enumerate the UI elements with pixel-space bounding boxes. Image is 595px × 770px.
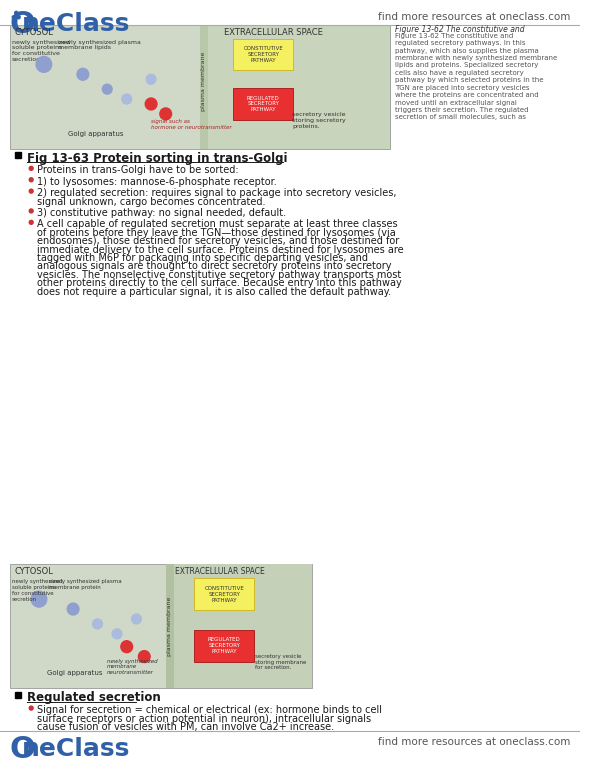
FancyBboxPatch shape xyxy=(194,578,255,610)
Text: find more resources at oneclass.com: find more resources at oneclass.com xyxy=(378,12,570,22)
Text: immediate delivery to the cell surface. Proteins destined for lysosomes are: immediate delivery to the cell surface. … xyxy=(37,245,403,255)
Circle shape xyxy=(112,629,122,639)
Text: vesicles. The nonselective constitutive secretory pathway transports most: vesicles. The nonselective constitutive … xyxy=(37,270,401,280)
Circle shape xyxy=(29,178,33,182)
Circle shape xyxy=(102,84,112,94)
Text: newly synthesized
soluble proteins
for constitutive
secretion: newly synthesized soluble proteins for c… xyxy=(12,39,70,62)
Text: surface receptors or action potential in neuron), intracellular signals: surface receptors or action potential in… xyxy=(37,714,371,724)
Circle shape xyxy=(29,706,33,710)
Text: O: O xyxy=(10,735,36,764)
Text: endosomes), those destined for secretory vesicles, and those destined for: endosomes), those destined for secretory… xyxy=(37,236,399,246)
Text: Signal for secretion = chemical or electrical (ex: hormone binds to cell: Signal for secretion = chemical or elect… xyxy=(37,705,382,715)
Circle shape xyxy=(77,69,89,80)
Circle shape xyxy=(146,74,156,84)
Text: pathway, which also supplies the plasma: pathway, which also supplies the plasma xyxy=(395,48,538,54)
Text: 3) constitutive pathway: no signal needed, default.: 3) constitutive pathway: no signal neede… xyxy=(37,208,286,218)
Text: Golgi apparatus: Golgi apparatus xyxy=(47,671,102,676)
Text: newly synthesized
membrane
neurotransmitter: newly synthesized membrane neurotransmit… xyxy=(107,658,158,675)
Text: where the proteins are concentrated and: where the proteins are concentrated and xyxy=(395,92,538,98)
Text: secretory vesicle
storing membrane
for secretion.: secretory vesicle storing membrane for s… xyxy=(255,654,307,671)
Circle shape xyxy=(31,591,47,607)
Circle shape xyxy=(131,614,142,624)
Circle shape xyxy=(29,220,33,224)
Text: Figure 13-62 The constitutive and: Figure 13-62 The constitutive and xyxy=(395,32,513,38)
Circle shape xyxy=(93,619,102,629)
Text: plasma membrane: plasma membrane xyxy=(201,52,206,112)
Circle shape xyxy=(122,94,131,104)
Text: signal unknown, cargo becomes concentrated.: signal unknown, cargo becomes concentrat… xyxy=(37,196,265,206)
Text: cells also have a regulated secretory: cells also have a regulated secretory xyxy=(395,70,524,75)
Text: Regulated secretion: Regulated secretion xyxy=(27,691,161,705)
Circle shape xyxy=(29,209,33,213)
FancyBboxPatch shape xyxy=(10,564,312,688)
Text: analogous signals are thought to direct secretory proteins into secretory: analogous signals are thought to direct … xyxy=(37,262,392,272)
Text: Proteins in trans-Golgi have to be sorted:: Proteins in trans-Golgi have to be sorte… xyxy=(37,166,239,176)
Text: newly synthesized plasma
membrane protein: newly synthesized plasma membrane protei… xyxy=(49,579,121,590)
Text: tagged with M6P for packaging into specific departing vesicles, and: tagged with M6P for packaging into speci… xyxy=(37,253,368,263)
Text: CYTOSOL: CYTOSOL xyxy=(15,28,54,37)
Circle shape xyxy=(139,651,150,662)
Circle shape xyxy=(36,56,52,72)
FancyBboxPatch shape xyxy=(10,25,390,149)
Text: secretion of small molecules, such as: secretion of small molecules, such as xyxy=(395,115,526,120)
Circle shape xyxy=(145,98,157,110)
Text: O: O xyxy=(10,10,36,39)
Text: neClass: neClass xyxy=(21,737,130,761)
Text: secretory vesicle
storing secretory
proteins.: secretory vesicle storing secretory prot… xyxy=(292,112,346,129)
Text: regulated secretory pathways. In this: regulated secretory pathways. In this xyxy=(395,40,525,46)
Text: ♣: ♣ xyxy=(10,10,22,24)
FancyBboxPatch shape xyxy=(200,25,208,149)
FancyBboxPatch shape xyxy=(166,564,174,688)
Text: 2) regulated secretion: requires signal to package into secretory vesicles,: 2) regulated secretion: requires signal … xyxy=(37,188,396,198)
Text: TGN are placed into secretory vesicles: TGN are placed into secretory vesicles xyxy=(395,85,530,91)
Text: Figure 13-62 The constitutive and: Figure 13-62 The constitutive and xyxy=(395,25,524,34)
Text: Golgi apparatus: Golgi apparatus xyxy=(68,131,124,136)
FancyBboxPatch shape xyxy=(194,630,255,661)
Text: EXTRACELLULAR SPACE: EXTRACELLULAR SPACE xyxy=(224,28,323,37)
Text: triggers their secretion. The regulated: triggers their secretion. The regulated xyxy=(395,107,528,113)
FancyBboxPatch shape xyxy=(233,38,293,70)
Text: A cell capable of regulated secretion must separate at least three classes: A cell capable of regulated secretion mu… xyxy=(37,219,397,229)
Circle shape xyxy=(29,166,33,170)
Text: find more resources at oneclass.com: find more resources at oneclass.com xyxy=(378,737,570,747)
Text: neClass: neClass xyxy=(21,12,130,36)
FancyBboxPatch shape xyxy=(171,564,312,688)
Text: signal such as
hormone or neurotransmitter: signal such as hormone or neurotransmitt… xyxy=(151,119,232,129)
FancyBboxPatch shape xyxy=(205,25,390,149)
Circle shape xyxy=(67,603,79,615)
Text: moved until an extracellular signal: moved until an extracellular signal xyxy=(395,99,516,105)
Text: CONSTITUTIVE
SECRETORY
PATHWAY: CONSTITUTIVE SECRETORY PATHWAY xyxy=(243,46,283,63)
Text: membrane with newly synthesized membrane: membrane with newly synthesized membrane xyxy=(395,55,557,61)
Text: of proteins before they leave the TGN—those destined for lysosomes (via: of proteins before they leave the TGN—th… xyxy=(37,228,396,238)
Text: plasma membrane: plasma membrane xyxy=(167,597,172,656)
Text: other proteins directly to the cell surface. Because entry into this pathway: other proteins directly to the cell surf… xyxy=(37,278,402,288)
Circle shape xyxy=(121,641,133,653)
Text: does not require a particular signal, it is also called the default pathway.: does not require a particular signal, it… xyxy=(37,286,391,296)
Text: EXTRACELLULAR SPACE: EXTRACELLULAR SPACE xyxy=(176,567,265,577)
Text: CYTOSOL: CYTOSOL xyxy=(15,567,54,577)
Text: cause fusion of vesicles with PM, can involve Ca2+ increase.: cause fusion of vesicles with PM, can in… xyxy=(37,722,334,732)
FancyBboxPatch shape xyxy=(233,88,293,120)
Text: pathway by which selected proteins in the: pathway by which selected proteins in th… xyxy=(395,77,543,83)
Text: newly synthesized
soluble proteins
for constitutive
secretion: newly synthesized soluble proteins for c… xyxy=(12,579,62,601)
Text: 1) to lysosomes: mannose-6-phosphate receptor.: 1) to lysosomes: mannose-6-phosphate rec… xyxy=(37,177,277,187)
Circle shape xyxy=(160,108,171,120)
Text: REGULATED
SECRETORY
PATHWAY: REGULATED SECRETORY PATHWAY xyxy=(247,95,280,112)
Text: REGULATED
SECRETORY
PATHWAY: REGULATED SECRETORY PATHWAY xyxy=(208,638,240,654)
Text: lipids and proteins. Specialized secretory: lipids and proteins. Specialized secreto… xyxy=(395,62,538,69)
Circle shape xyxy=(29,189,33,193)
Text: newly synthesized plasma
membrane lipids: newly synthesized plasma membrane lipids xyxy=(58,39,142,50)
Text: CONSTITUTIVE
SECRETORY
PATHWAY: CONSTITUTIVE SECRETORY PATHWAY xyxy=(204,586,244,602)
Text: Fig 13-63 Protein sorting in trans-Golgi: Fig 13-63 Protein sorting in trans-Golgi xyxy=(27,152,288,165)
